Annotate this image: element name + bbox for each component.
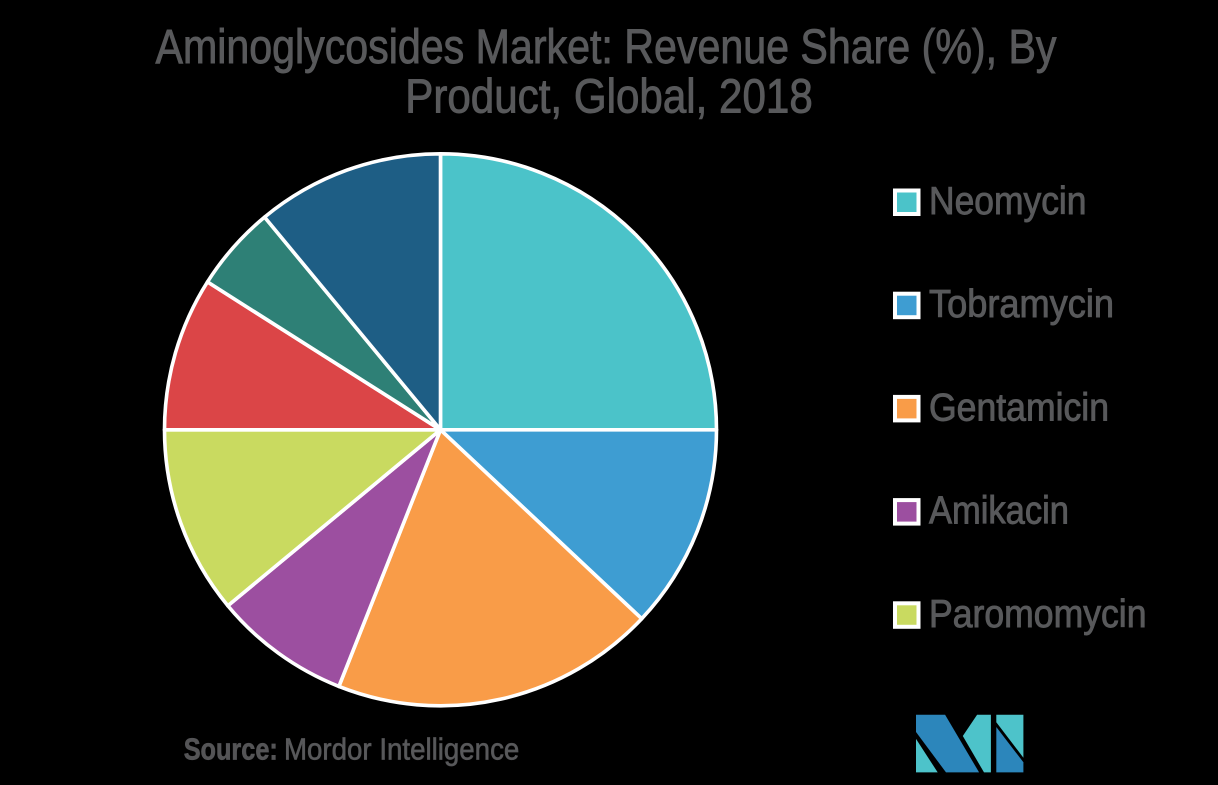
svg-text:Product, Global, 2018: Product, Global, 2018 — [405, 70, 813, 123]
svg-text:Gentamicin: Gentamicin — [929, 386, 1109, 429]
svg-text:Amikacin: Amikacin — [929, 490, 1069, 533]
svg-text:Aminoglycosides Market: Revenu: Aminoglycosides Market: Revenue Share (%… — [156, 21, 1057, 74]
svg-text:Paromomycin: Paromomycin — [929, 593, 1147, 636]
svg-text:Neomycin: Neomycin — [929, 180, 1087, 223]
svg-text:Tobramycin: Tobramycin — [929, 283, 1114, 326]
svg-text:Source:: Source: — [184, 732, 278, 767]
svg-text:Mordor Intelligence: Mordor Intelligence — [284, 732, 519, 767]
